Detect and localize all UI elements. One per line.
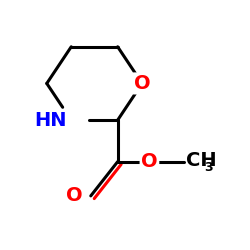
Text: O: O: [134, 74, 150, 93]
Text: O: O: [66, 186, 82, 206]
Text: O: O: [141, 152, 158, 171]
Text: 3: 3: [204, 161, 213, 174]
Text: HN: HN: [34, 110, 66, 130]
Text: CH: CH: [186, 151, 217, 170]
